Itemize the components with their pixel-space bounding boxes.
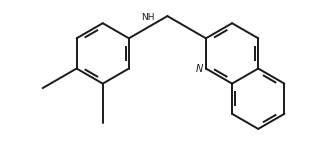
Text: NH: NH bbox=[141, 13, 155, 22]
Text: N: N bbox=[196, 64, 203, 74]
